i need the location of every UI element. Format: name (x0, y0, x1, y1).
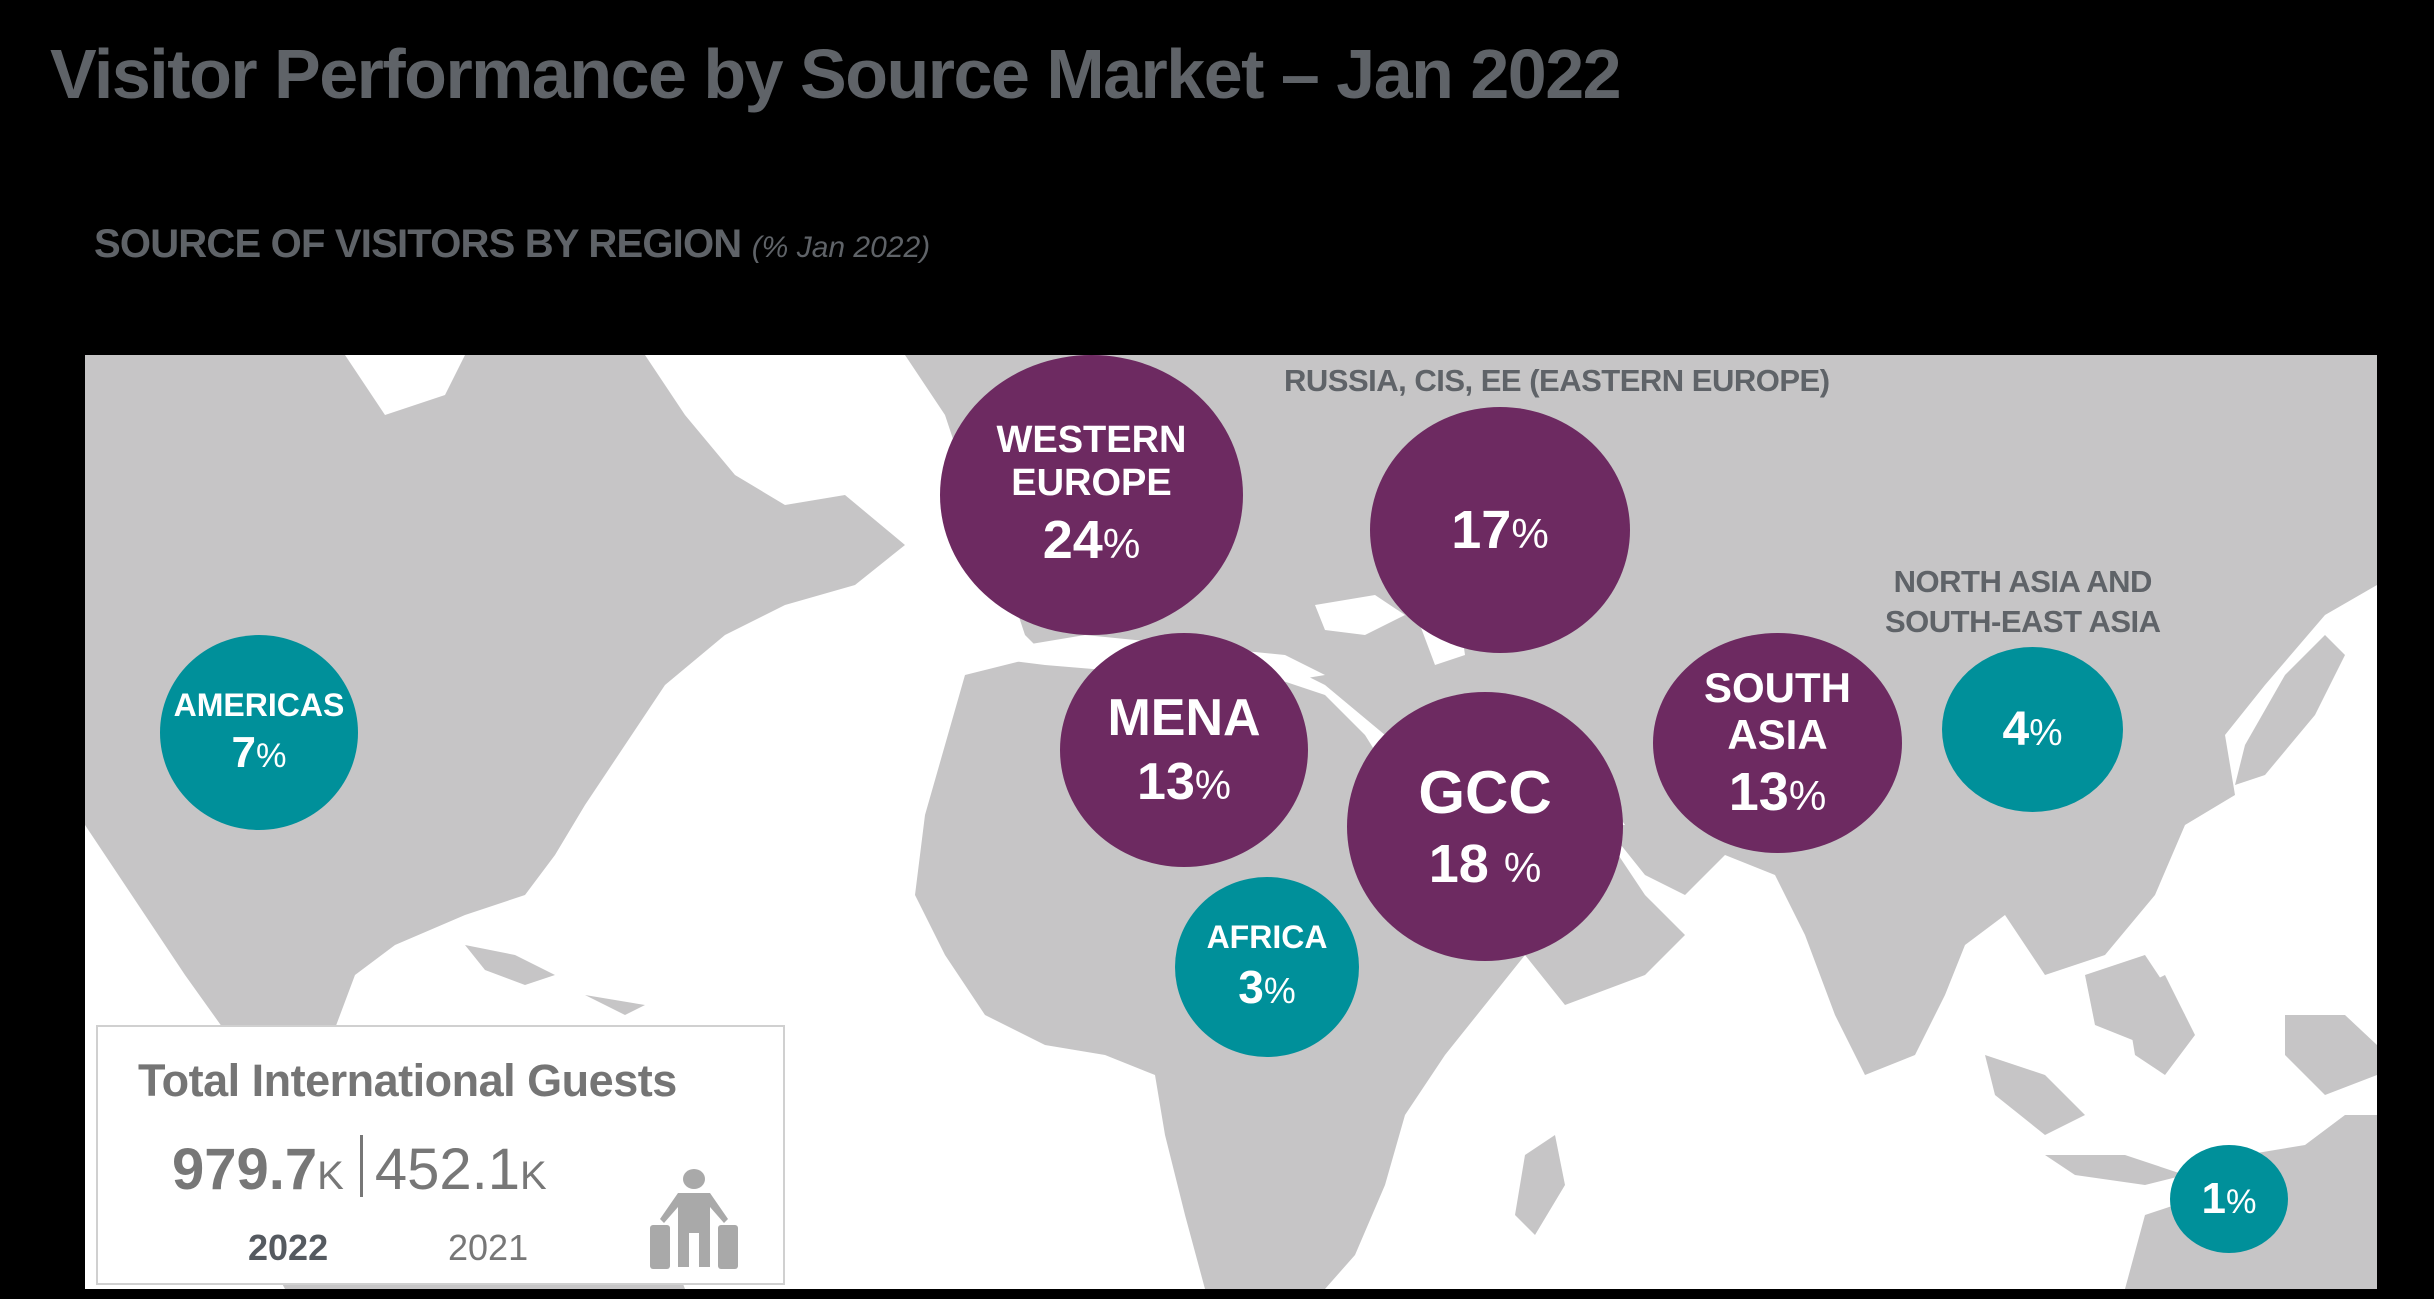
bubble-value-number: 18 (1428, 833, 1504, 894)
guests-2021-value: 452.1K (375, 1137, 547, 1202)
value-divider (359, 1135, 363, 1197)
guests-2022-unit: K (317, 1154, 344, 1198)
year-label-2022: 2022 (248, 1227, 329, 1268)
bubble-value-number: 13 (1137, 753, 1195, 811)
percent-sign: % (1511, 509, 1549, 557)
bubble-value-number: 4 (2002, 702, 2030, 756)
bubble-value-number: 17 (1451, 499, 1512, 560)
bubble-value-number: 24 (1042, 510, 1103, 571)
bubble-gcc[interactable]: GCC 18 % (1347, 692, 1623, 961)
region-label-line: NORTH ASIA AND (1893, 564, 2153, 599)
bubble-value: 4% (2003, 703, 2063, 757)
bubble-value: 7% (232, 728, 287, 777)
bubble-value: 17% (1451, 500, 1549, 560)
bubble-value-number: 13 (1728, 761, 1789, 822)
bubble-russia-cis-ee[interactable]: 17% (1370, 407, 1630, 653)
percent-sign: % (1503, 843, 1542, 891)
bubble-north-asia-sea[interactable]: 4% (1942, 647, 2123, 812)
section-title: SOURCE OF VISITORS BY REGION (% Jan 2022… (94, 222, 930, 267)
total-guests-title: Total International Guests (138, 1055, 677, 1106)
section-title-note: (% Jan 2022) (751, 231, 931, 264)
percent-sign: % (2029, 710, 2063, 753)
bubble-label: EUROPE (1011, 461, 1172, 504)
bubble-label: WESTERN (996, 419, 1187, 462)
section-title-text: SOURCE OF VISITORS BY REGION (94, 222, 742, 266)
region-label-line: SOUTH-EAST ASIA (1885, 604, 2161, 640)
year-label-2021: 2021 (448, 1227, 529, 1268)
bubble-label: ASIA (1727, 710, 1828, 758)
bubble-label: MENA (1107, 688, 1261, 747)
bubble-value: 13% (1137, 753, 1231, 811)
bubble-value: 13% (1729, 762, 1827, 822)
bubble-label: AFRICA (1206, 919, 1328, 956)
bubble-value-number: 7 (231, 727, 256, 777)
bubble-label: AMERICAS (173, 686, 345, 723)
bubble-value-number: 1 (2201, 1174, 2226, 1224)
page-title: Visitor Performance by Source Market – J… (50, 35, 1622, 113)
bubble-label: GCC (1418, 758, 1552, 826)
bubble-value: 1% (2202, 1174, 2257, 1223)
percent-sign: % (255, 736, 287, 775)
bubble-western-europe[interactable]: WESTERN EUROPE 24% (940, 355, 1243, 635)
region-label-north-asia-sea: NORTH ASIA AND SOUTH-EAST ASIA (1885, 562, 2161, 643)
world-map-land-icon (85, 355, 2377, 1289)
guests-2022-number: 979.7 (172, 1137, 318, 1202)
percent-sign: % (1788, 771, 1827, 819)
total-guests-values: 979.7K 452.1K (172, 1135, 547, 1203)
bubble-australasia[interactable]: 1% (2170, 1145, 2288, 1253)
bubble-americas[interactable]: AMERICAS 7% (160, 635, 358, 830)
bubble-value: 3% (1238, 961, 1296, 1014)
guests-2022-value: 979.7K (172, 1137, 344, 1202)
bubble-south-asia[interactable]: SOUTH ASIA 13% (1653, 633, 1902, 853)
total-guests-card: Total International Guests 979.7K 452.1K … (96, 1025, 785, 1285)
region-label-russia-cis-ee: RUSSIA, CIS, EE (EASTERN EUROPE) (1284, 363, 1830, 398)
guests-2021-number: 452.1 (374, 1137, 520, 1202)
bubble-mena[interactable]: MENA 13% (1060, 633, 1308, 867)
percent-sign: % (2225, 1183, 2257, 1222)
percent-sign: % (1102, 520, 1141, 568)
bubble-value: 24% (1043, 510, 1141, 570)
bubble-label: SOUTH (1704, 663, 1851, 711)
bubble-value: 18 % (1429, 834, 1542, 894)
bubble-africa[interactable]: AFRICA 3% (1175, 877, 1359, 1057)
percent-sign: % (1194, 762, 1231, 808)
guests-2021-unit: K (520, 1154, 547, 1198)
percent-sign: % (1263, 971, 1296, 1012)
traveler-with-luggage-icon (650, 1169, 738, 1269)
bubble-value-number: 3 (1238, 961, 1264, 1014)
